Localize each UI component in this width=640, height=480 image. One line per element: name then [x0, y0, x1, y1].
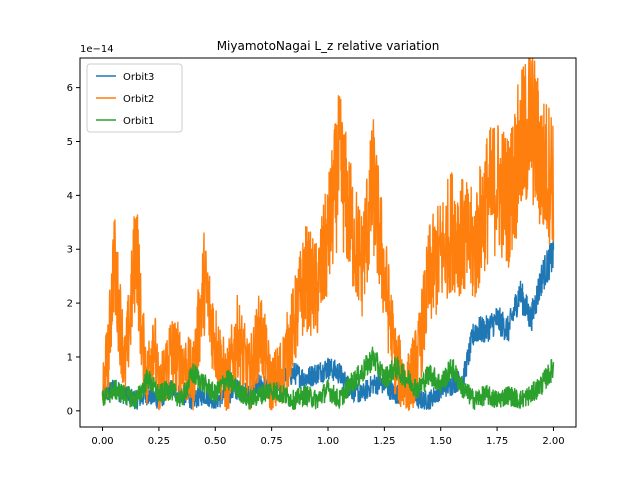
- y-tick-label: 3: [67, 245, 73, 256]
- plot-frame: [79, 57, 577, 428]
- y-tick-label: 6: [67, 83, 73, 94]
- series-line-orbit1: [101, 346, 555, 411]
- x-axis: 0.00 0.25 0.50 0.75 1.00 1.25 1.50 1.75 2.00: [91, 427, 565, 447]
- x-tick-label: 1.00: [317, 436, 339, 447]
- legend-label-orbit1: Orbit1: [123, 116, 154, 127]
- y-tick-label: 5: [67, 137, 73, 148]
- x-tick-label: 1.25: [373, 436, 395, 447]
- legend-label-orbit2: Orbit2: [123, 94, 154, 105]
- x-tick-label: 1.50: [430, 436, 452, 447]
- legend-label-orbit3: Orbit3: [123, 72, 154, 83]
- y-offset-label: 1e−14: [80, 44, 114, 55]
- series-line-orbit3: [101, 236, 555, 411]
- series-line-orbit2: [101, 58, 555, 411]
- y-axis: 0 1 2 3 4 5 6: [67, 83, 80, 417]
- y-tick-label: 0: [67, 406, 73, 417]
- x-tick-label: 0.50: [204, 436, 226, 447]
- y-tick-label: 2: [67, 299, 73, 310]
- x-tick-label: 1.75: [486, 436, 508, 447]
- x-tick-label: 0.00: [91, 436, 113, 447]
- legend-box: [86, 63, 183, 133]
- legend: Orbit3 Orbit2 Orbit1: [86, 63, 183, 133]
- chart-title: MiyamotoNagai L_z relative variation: [217, 39, 440, 53]
- y-tick-label: 4: [67, 191, 73, 202]
- y-tick-label: 1: [67, 352, 73, 363]
- x-tick-label: 0.75: [261, 436, 283, 447]
- x-tick-label: 2.00: [542, 436, 564, 447]
- x-tick-label: 0.25: [148, 436, 170, 447]
- plot-content: [101, 58, 555, 411]
